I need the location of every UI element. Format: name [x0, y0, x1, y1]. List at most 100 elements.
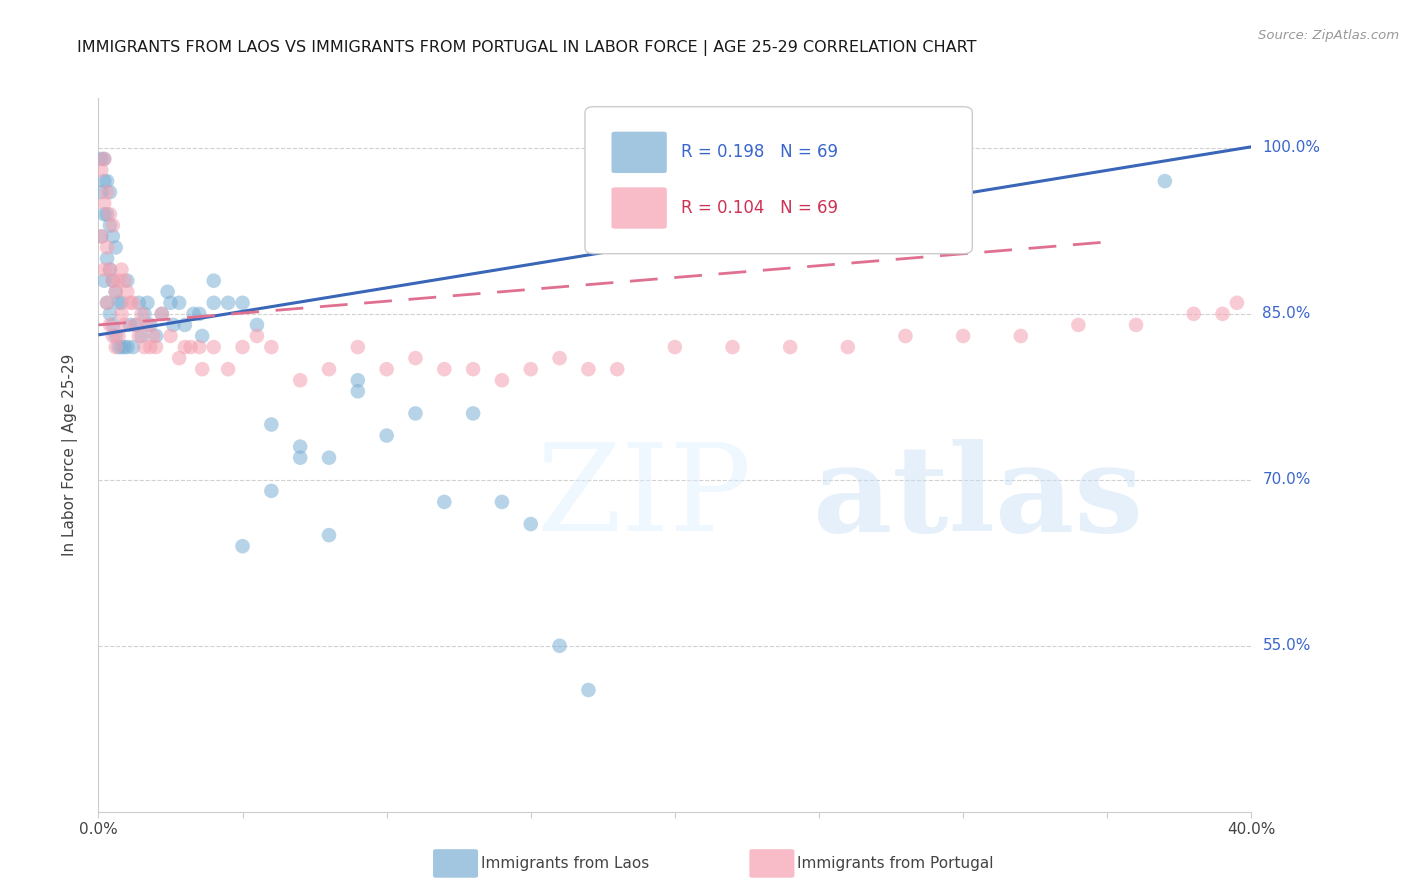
Point	[110, 295, 132, 310]
Point	[122, 295, 145, 310]
Point	[145, 340, 167, 354]
Point	[159, 329, 181, 343]
Point	[433, 495, 456, 509]
Point	[96, 295, 118, 310]
Point	[520, 362, 543, 376]
Point	[837, 340, 859, 354]
Point	[290, 373, 312, 387]
Point	[1182, 307, 1205, 321]
Point	[231, 340, 254, 354]
Point	[134, 307, 156, 321]
Text: R = 0.104   N = 69: R = 0.104 N = 69	[681, 199, 838, 217]
Text: Source: ZipAtlas.com: Source: ZipAtlas.com	[1258, 29, 1399, 42]
Point	[188, 307, 211, 321]
Point	[405, 351, 427, 365]
Text: ZIP: ZIP	[537, 439, 752, 557]
Point	[120, 295, 142, 310]
Point	[167, 295, 190, 310]
Point	[202, 340, 225, 354]
Point	[101, 219, 124, 233]
Point	[98, 262, 121, 277]
Point	[96, 185, 118, 199]
Point	[96, 295, 118, 310]
Point	[318, 450, 340, 465]
Point	[491, 495, 513, 509]
Point	[101, 274, 124, 288]
Point	[461, 362, 484, 376]
Point	[191, 329, 214, 343]
Point	[122, 340, 145, 354]
Point	[104, 285, 127, 299]
Point	[779, 340, 801, 354]
Point	[90, 152, 112, 166]
Point	[131, 307, 153, 321]
Point	[112, 274, 135, 288]
Point	[107, 329, 129, 343]
Point	[93, 152, 115, 166]
Point	[150, 307, 173, 321]
Point	[96, 240, 118, 254]
Point	[96, 174, 118, 188]
Point	[96, 252, 118, 266]
Point	[101, 229, 124, 244]
Point	[664, 340, 686, 354]
Point	[98, 307, 121, 321]
Point	[93, 196, 115, 211]
Point	[202, 274, 225, 288]
Point	[231, 295, 254, 310]
Point	[90, 229, 112, 244]
Point	[139, 340, 162, 354]
Point	[346, 340, 368, 354]
Point	[290, 450, 312, 465]
Point	[93, 274, 115, 288]
Point	[101, 329, 124, 343]
Y-axis label: In Labor Force | Age 25-29: In Labor Force | Age 25-29	[62, 354, 77, 556]
FancyBboxPatch shape	[585, 107, 973, 253]
Point	[117, 340, 138, 354]
Point	[104, 329, 127, 343]
Point	[90, 185, 112, 199]
Point	[1153, 174, 1175, 188]
Point	[1010, 329, 1032, 343]
Point	[156, 285, 179, 299]
Point	[260, 340, 283, 354]
Point	[110, 340, 132, 354]
Point	[128, 329, 150, 343]
Point	[606, 362, 628, 376]
FancyBboxPatch shape	[612, 187, 666, 228]
Point	[117, 274, 138, 288]
Point	[491, 373, 513, 387]
Point	[721, 340, 744, 354]
Point	[290, 440, 312, 454]
Point	[346, 384, 368, 399]
Point	[318, 362, 340, 376]
Point	[174, 340, 197, 354]
Point	[260, 483, 283, 498]
Text: R = 0.198   N = 69: R = 0.198 N = 69	[681, 144, 838, 161]
FancyBboxPatch shape	[612, 132, 666, 173]
Point	[107, 274, 129, 288]
Point	[145, 329, 167, 343]
Text: 70.0%: 70.0%	[1263, 472, 1310, 487]
Point	[1125, 318, 1147, 332]
Point	[98, 207, 121, 221]
Point	[112, 340, 135, 354]
Point	[96, 207, 118, 221]
Text: Immigrants from Laos: Immigrants from Laos	[481, 856, 650, 871]
Point	[150, 307, 173, 321]
Point	[107, 340, 129, 354]
Point	[98, 318, 121, 332]
Point	[578, 683, 600, 698]
Point	[231, 539, 254, 553]
Point	[125, 318, 148, 332]
Point	[131, 329, 153, 343]
Text: IMMIGRANTS FROM LAOS VS IMMIGRANTS FROM PORTUGAL IN LABOR FORCE | AGE 25-29 CORR: IMMIGRANTS FROM LAOS VS IMMIGRANTS FROM …	[77, 40, 977, 56]
Point	[104, 285, 127, 299]
Point	[90, 229, 112, 244]
Point	[162, 318, 184, 332]
Point	[217, 295, 239, 310]
Point	[461, 406, 484, 420]
Point	[136, 318, 159, 332]
Point	[578, 362, 600, 376]
Point	[101, 274, 124, 288]
